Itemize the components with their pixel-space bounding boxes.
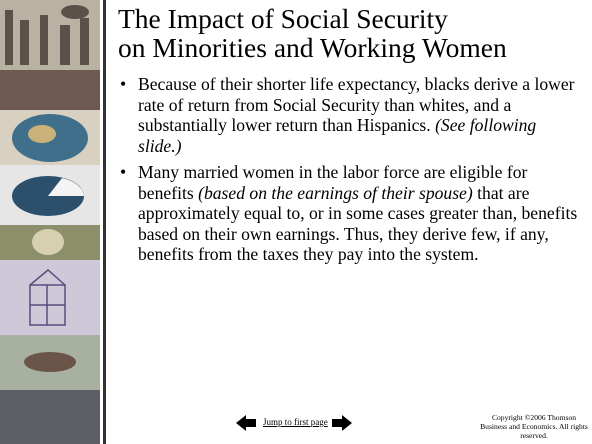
prev-arrow[interactable] [236, 415, 256, 431]
italic-text: (See following slide.) [138, 115, 537, 156]
buildings-lines [29, 269, 66, 326]
pie-slice [48, 178, 84, 196]
divider-line [103, 0, 106, 444]
bullet-text: that are approximately equal to, or in s… [138, 182, 578, 265]
money-portrait [32, 229, 64, 255]
crowd-figures [5, 5, 89, 65]
bullet: Because of their shorter life expectancy… [118, 74, 584, 156]
italic-text: (based on the earnings of their spouse) [198, 182, 473, 203]
globe-land [28, 125, 56, 143]
bullet-text: Because of their shorter life expectancy… [138, 74, 575, 135]
next-arrow[interactable] [332, 415, 352, 431]
people-image [0, 70, 100, 110]
title-line: The Impact of Social Security [118, 3, 448, 34]
slide-title: The Impact of Social Security on Minorit… [118, 4, 588, 62]
handshake [24, 352, 76, 372]
copyright: Copyright ©2006 Thomson Business and Eco… [480, 413, 588, 440]
bullet-list: Because of their shorter life expectancy… [118, 74, 584, 271]
title-line: on Minorities and Working Women [118, 32, 507, 63]
decorative-strip [0, 0, 106, 444]
crowd-bottom-image [0, 390, 100, 444]
jump-link[interactable]: Jump to first page [263, 417, 328, 427]
bullet: Many married women in the labor force ar… [118, 162, 584, 265]
bullet-text: Many married women in the labor force ar… [138, 162, 528, 203]
